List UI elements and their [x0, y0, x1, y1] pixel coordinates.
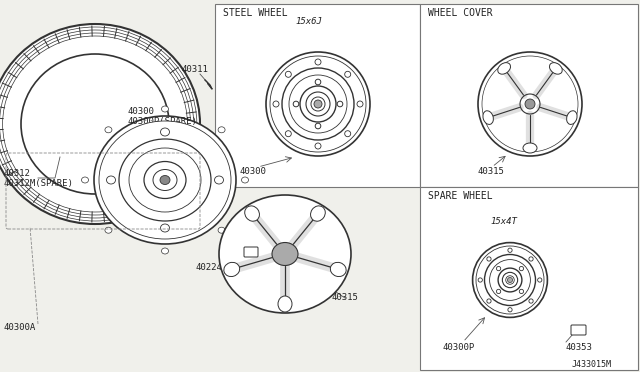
Ellipse shape	[161, 248, 168, 254]
Circle shape	[314, 100, 322, 108]
Ellipse shape	[119, 139, 211, 221]
Ellipse shape	[161, 128, 170, 136]
Ellipse shape	[99, 121, 231, 239]
Ellipse shape	[523, 143, 537, 153]
Bar	[215, 4, 420, 187]
Text: 40312: 40312	[3, 169, 30, 178]
Ellipse shape	[272, 243, 298, 266]
Ellipse shape	[94, 116, 236, 244]
Ellipse shape	[483, 111, 493, 124]
Text: 40300: 40300	[240, 167, 267, 176]
Ellipse shape	[0, 24, 200, 224]
Ellipse shape	[498, 62, 511, 74]
Circle shape	[508, 278, 513, 283]
Ellipse shape	[129, 148, 201, 212]
Text: 40224: 40224	[195, 263, 222, 272]
Text: 40312M(SPARE): 40312M(SPARE)	[3, 179, 73, 188]
Text: 40300A: 40300A	[3, 323, 35, 332]
Ellipse shape	[218, 227, 225, 233]
Ellipse shape	[219, 195, 351, 313]
Ellipse shape	[566, 111, 577, 124]
Ellipse shape	[214, 176, 223, 184]
Ellipse shape	[153, 170, 177, 190]
Ellipse shape	[278, 296, 292, 312]
Text: SPARE WHEEL: SPARE WHEEL	[428, 191, 493, 201]
Ellipse shape	[161, 106, 168, 112]
Circle shape	[525, 99, 535, 109]
Text: 40300P: 40300P	[443, 343, 476, 352]
Text: WHEEL COVER: WHEEL COVER	[428, 8, 493, 18]
Ellipse shape	[218, 127, 225, 133]
FancyBboxPatch shape	[571, 325, 586, 335]
Ellipse shape	[330, 262, 346, 276]
Text: 40315: 40315	[478, 167, 505, 176]
Text: J433015M: J433015M	[572, 360, 612, 369]
Text: 40353: 40353	[566, 343, 593, 352]
Ellipse shape	[106, 176, 115, 184]
Text: 40300: 40300	[127, 107, 154, 116]
Ellipse shape	[105, 127, 112, 133]
Bar	[420, 187, 638, 370]
Ellipse shape	[161, 224, 170, 232]
Text: 40311: 40311	[182, 65, 209, 74]
Ellipse shape	[105, 227, 112, 233]
Text: 40300P(SPARE): 40300P(SPARE)	[127, 117, 197, 126]
FancyBboxPatch shape	[244, 247, 258, 257]
Ellipse shape	[160, 176, 170, 185]
Ellipse shape	[310, 206, 325, 221]
Text: 15x4T: 15x4T	[490, 217, 517, 226]
Ellipse shape	[224, 262, 239, 276]
Ellipse shape	[241, 177, 248, 183]
Ellipse shape	[550, 62, 563, 74]
Bar	[420, 4, 638, 187]
Ellipse shape	[21, 54, 169, 194]
Ellipse shape	[244, 206, 259, 221]
Text: STEEL WHEEL: STEEL WHEEL	[223, 8, 287, 18]
Ellipse shape	[144, 161, 186, 199]
Text: 15x6J: 15x6J	[295, 17, 322, 26]
Ellipse shape	[81, 177, 88, 183]
Text: 40315: 40315	[332, 293, 359, 302]
